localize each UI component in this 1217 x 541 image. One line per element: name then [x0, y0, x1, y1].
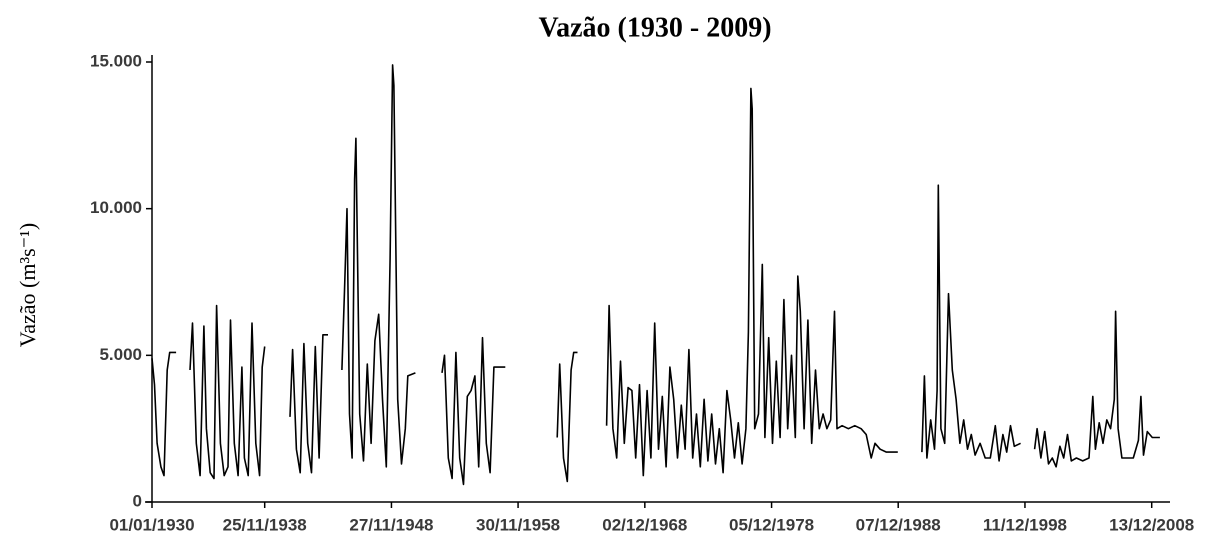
y-tick-label: 10.000 — [90, 198, 142, 217]
x-tick-label: 02/12/1968 — [602, 515, 687, 534]
x-tick-label: 01/01/1930 — [109, 515, 194, 534]
x-tick-label: 13/12/2008 — [1109, 515, 1194, 534]
x-tick-label: 25/11/1938 — [223, 515, 307, 534]
y-tick-label: 5.000 — [99, 345, 142, 364]
x-tick-label: 30/11/1958 — [476, 515, 560, 534]
y-tick-label: 0 — [133, 491, 142, 510]
x-tick-label: 07/12/1988 — [856, 515, 941, 534]
y-axis-label: Vazão (m³s⁻¹) — [15, 223, 40, 347]
x-tick-label: 05/12/1978 — [729, 515, 814, 534]
x-tick-label: 11/12/1998 — [983, 515, 1067, 534]
flow-line — [151, 64, 1160, 486]
chart-title: Vazão (1930 - 2009) — [538, 12, 771, 43]
y-tick-label: 15.000 — [90, 51, 142, 70]
x-tick-label: 27/11/1948 — [349, 515, 433, 534]
